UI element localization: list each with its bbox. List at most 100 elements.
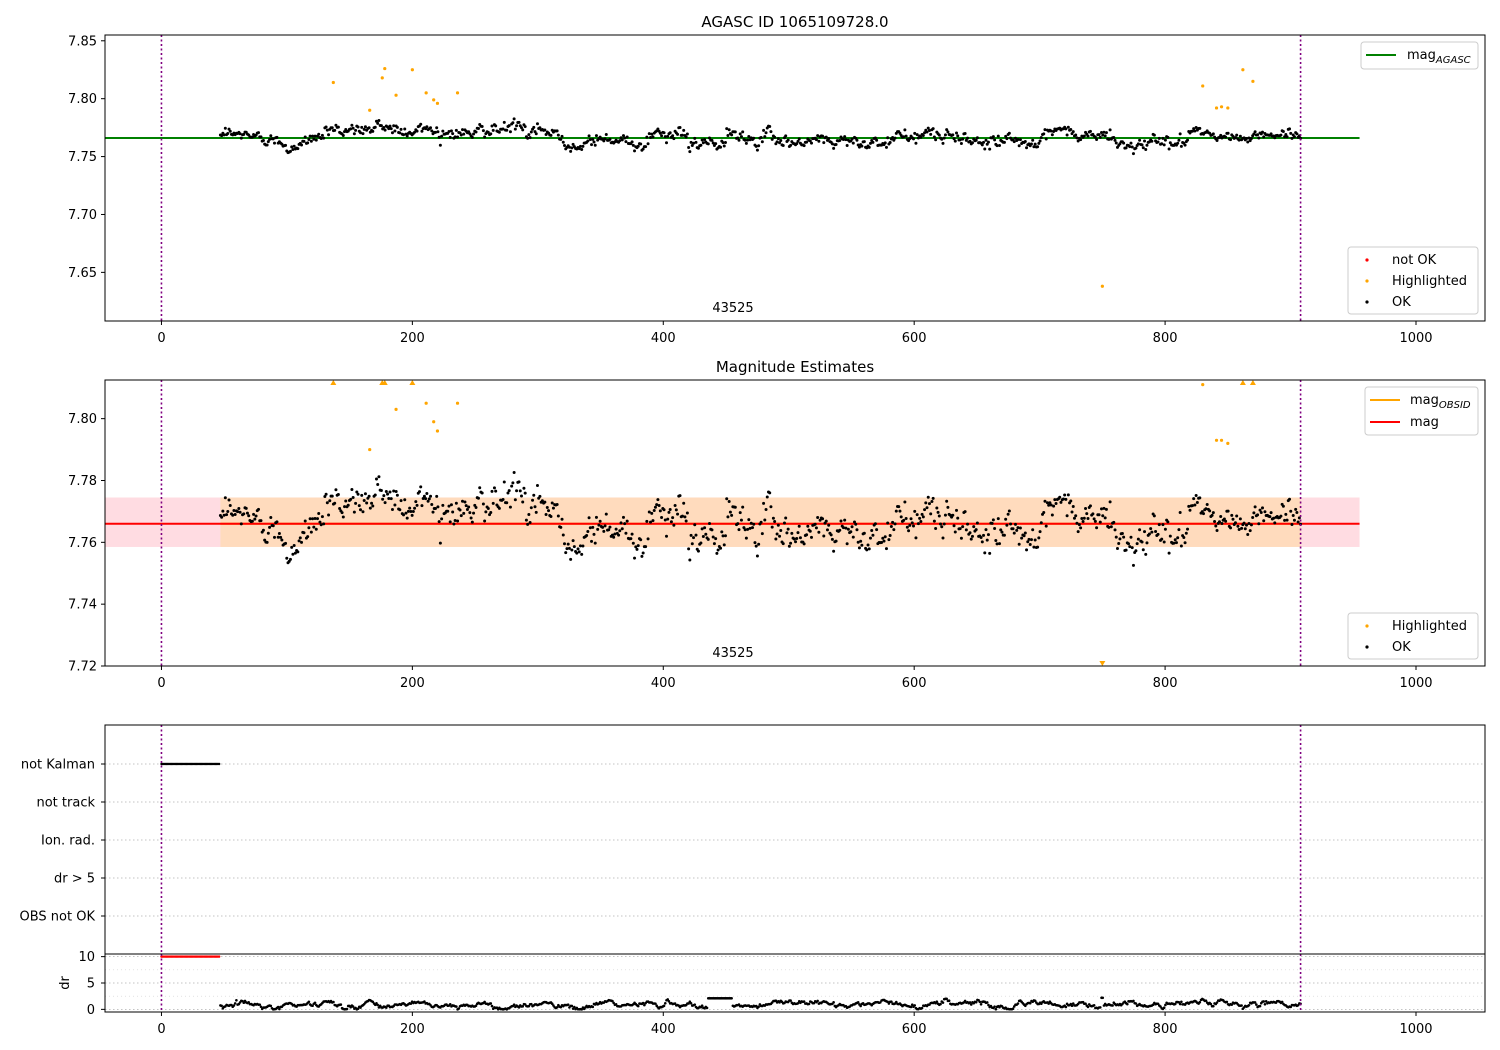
ok-point [433,130,437,134]
ok-point [452,522,456,526]
ok-point [476,127,480,131]
ok-point [671,134,675,138]
ok-point [1131,563,1135,567]
ok-point [1005,523,1009,527]
ok-point [425,491,429,495]
ok-point [662,508,666,512]
ok-point [607,528,611,532]
ok-point [624,140,628,144]
legend-highlighted-swatch [1365,624,1369,628]
y-tick-label: 7.85 [68,34,97,49]
ok-point [849,530,853,534]
dr-ok-point [1247,1004,1251,1007]
ok-point [774,537,778,541]
ok-point [838,138,842,142]
ok-point [911,137,915,141]
ok-point [1052,504,1056,508]
ok-point [795,537,799,541]
ok-point [279,535,283,539]
ok-point [715,551,719,555]
ok-point [312,137,316,141]
ok-point [531,498,535,502]
ok-point [1007,131,1011,135]
dr-ok-point [879,1001,882,1004]
ok-point [239,136,243,140]
dr-ok-point [974,1000,978,1004]
ok-point [462,132,466,136]
ok-point [894,509,898,513]
ok-point [832,146,836,150]
ok-point [505,128,509,132]
ok-point [532,125,536,129]
ok-point [1272,516,1276,520]
ok-point [1109,525,1113,529]
ok-point [399,499,403,503]
ok-point [497,506,501,510]
legend-lower: Highlighted OK [1347,612,1479,660]
ok-point [1059,500,1063,504]
x-tick-label: 600 [902,676,927,691]
ok-point [779,139,783,143]
ok-point [1036,145,1040,149]
x-axis-ticks: 0 200 400 600 800 1000 [157,1012,1433,1037]
ok-point [624,531,628,535]
legend-upper: magOBSID mag [1364,386,1479,436]
ok-point [591,525,595,529]
ok-point [814,138,818,142]
ok-point [759,520,763,524]
dr-ok-point [311,1004,314,1008]
ok-point [577,550,581,554]
ok-point [883,535,887,539]
ok-point [875,138,879,142]
ok-point [1112,136,1116,140]
ok-point [411,510,415,514]
ok-point [1183,143,1187,147]
ok-point [567,145,571,149]
highlighted-point [1226,441,1230,445]
ok-point [776,523,780,527]
ok-point [560,517,564,521]
dr-ok-point [521,1005,525,1008]
ok-point [1135,542,1139,546]
ok-point [277,531,281,535]
ok-point [222,133,226,137]
ok-point [1075,136,1079,140]
ok-point [786,527,790,531]
ok-point [414,500,418,504]
ok-point [1101,133,1105,137]
ok-point [474,130,478,134]
dr-ok-point [1028,1001,1032,1005]
ok-point [1127,542,1131,546]
ok-point [633,149,637,153]
ok-point [384,490,388,494]
ok-point [910,521,914,525]
ok-point [857,546,861,550]
ok-point [435,126,439,130]
ok-point [1263,510,1267,514]
ok-point [809,141,813,145]
ok-point [1095,526,1099,530]
dr-ok-point [1253,1001,1257,1004]
ok-point [429,126,433,130]
ok-point [1281,130,1285,134]
dr-ok-point [705,1006,709,1010]
not-kalman-flag-point [217,762,221,766]
ok-point [1145,541,1149,545]
ok-point [619,521,623,525]
ok-point [1002,533,1006,537]
dr-ok-point [278,1007,281,1011]
ok-point [1020,536,1024,540]
ok-point [524,518,528,522]
ok-point [995,144,999,148]
ok-point [357,504,361,508]
ok-point [266,531,270,535]
ok-point [757,542,761,546]
ok-point [886,136,890,140]
ok-point [1144,148,1148,152]
legend-ok-label: OK [1392,295,1411,310]
ok-point [689,140,693,144]
ok-point [897,505,901,509]
dr-ok-point [555,1006,559,1009]
ok-point [320,133,324,137]
ok-point [543,128,547,132]
